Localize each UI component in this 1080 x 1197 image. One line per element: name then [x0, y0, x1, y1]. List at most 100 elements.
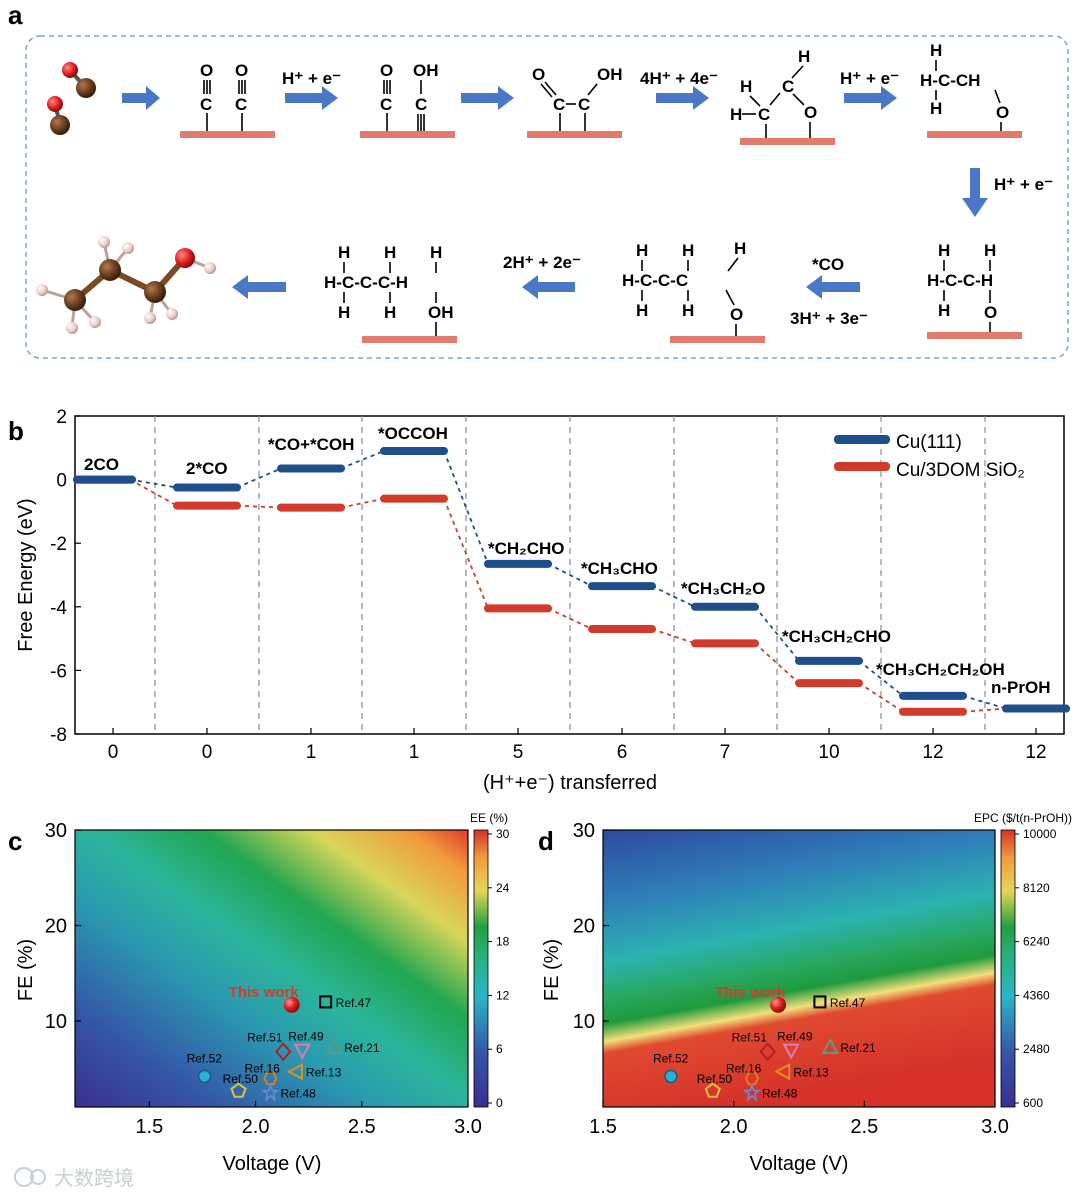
colorbar-label-2-3: 4360 — [1023, 988, 1050, 1002]
species-label-9: n-PrOH — [991, 678, 1051, 697]
svg-text:O: O — [235, 61, 248, 80]
energy-diagram: 2 0 -2 -4 -6 -8 0 0 1 1 5 6 7 10 12 12 2CO 2*CO *CO+*COH… — [15, 407, 1070, 794]
step-label-5b: 3H⁺ + 3e⁻ — [790, 309, 868, 328]
point-label-2-5: Ref.52 — [653, 1051, 689, 1065]
svg-text:H-C-C-C: H-C-C-C — [622, 271, 688, 290]
point-label-1-4: Ref.21 — [344, 1041, 380, 1055]
colorbar-label-1-3: 12 — [496, 988, 510, 1002]
svg-text:O: O — [996, 103, 1009, 122]
point-label-2-3: Ref.49 — [777, 1030, 813, 1044]
epc-heatmap-frame — [602, 829, 996, 1108]
species-label-6: *CH₃CH₂O — [681, 579, 765, 598]
colorbar-label-1-5: 0 — [496, 1096, 503, 1110]
svg-text:O: O — [532, 65, 545, 84]
xtick-label-2-0: 1.5 — [589, 1116, 617, 1138]
marker-2-ref-51 — [759, 1042, 776, 1062]
epc-heatmap: 1.5 2.0 2.5 3.0 30 20 10 This work Ref.47 Ref.51… — [541, 811, 1072, 1175]
energy-ytick-label-1: 0 — [56, 471, 67, 492]
colorbar-label-2-5: 600 — [1023, 1096, 1043, 1110]
marker-2-ref-21 — [821, 1037, 840, 1054]
intermediate-ch2cho: H H C H C O — [730, 47, 817, 138]
svg-text:C: C — [415, 95, 427, 114]
scheme-arrows — [122, 86, 988, 299]
legend-label-cu3dom: Cu/3DOM SiO₂ — [896, 460, 1025, 481]
marker-2-ref-13 — [774, 1062, 791, 1081]
svg-text:H: H — [938, 301, 950, 320]
svg-text:H: H — [938, 241, 950, 260]
point-label-2-2: Ref.51 — [732, 1031, 768, 1045]
svg-text:H: H — [740, 77, 752, 96]
n-propanol-model — [36, 236, 216, 334]
point-label-2-6: Ref.16 — [726, 1061, 762, 1075]
colorbar-label-2-1: 8120 — [1023, 881, 1050, 895]
step-label-1: H⁺ + e⁻ — [282, 69, 341, 88]
species-label-0: 2CO — [84, 455, 119, 474]
marker-2-this-work — [770, 996, 787, 1013]
energy-connector-0-7 — [858, 660, 904, 697]
svg-text:H: H — [636, 241, 648, 260]
energy-connector-0-4 — [547, 563, 593, 587]
marker-1-ref-50 — [230, 1082, 247, 1098]
energy-connector-1-6 — [754, 642, 800, 684]
species-label-1: 2*CO — [186, 459, 228, 478]
point-label-1-2: Ref.51 — [247, 1031, 283, 1045]
svg-text:OH: OH — [428, 303, 454, 322]
intermediate-ch2cho-bound: H H-C-CH H O — [920, 41, 1009, 131]
marker-2-ref-49 — [782, 1043, 800, 1060]
ytick-label-2-2: 10 — [573, 1011, 595, 1033]
ytick-label-1-1: 20 — [45, 916, 67, 938]
svg-text:H-C-CH: H-C-CH — [920, 71, 980, 90]
energy-xtick-label-8: 12 — [922, 742, 943, 763]
energy-y-axis-label: Free Energy (eV) — [15, 498, 37, 651]
svg-text:H: H — [384, 303, 396, 322]
marker-1-ref-48 — [261, 1083, 280, 1103]
energy-xtick-label-9: 12 — [1025, 742, 1046, 763]
energy-xtick-label-7: 10 — [818, 742, 839, 763]
watermark: 大数跨境 — [14, 1167, 134, 1190]
ee-x-axis-label: Voltage (V) — [223, 1153, 322, 1175]
colorbar-label-1-4: 6 — [496, 1042, 503, 1056]
watermark-logo-icon — [14, 1167, 34, 1187]
energy-ytick-label-3: -4 — [50, 598, 67, 619]
epc-heatmap-field — [603, 830, 995, 1107]
energy-ytick-label-5: -8 — [50, 725, 67, 746]
svg-text:H: H — [430, 243, 442, 262]
marker-2-ref-52 — [664, 1069, 678, 1084]
svg-text:OH: OH — [597, 65, 623, 84]
svg-text:C: C — [578, 95, 590, 114]
energy-connector-1-8 — [962, 707, 1007, 713]
marker-1-this-work — [283, 996, 300, 1013]
xtick-label-1-3: 3.0 — [454, 1116, 482, 1138]
legend-label-cu111: Cu(111) — [896, 432, 962, 453]
xtick-label-1-2: 2.5 — [348, 1116, 376, 1138]
svg-text:H: H — [682, 301, 694, 320]
svg-text:H: H — [730, 105, 742, 124]
energy-connector-1-3 — [443, 498, 489, 609]
panel-label-b: b — [8, 416, 24, 446]
svg-text:H: H — [734, 239, 746, 258]
svg-text:H: H — [384, 243, 396, 262]
svg-text:H-C-C-H: H-C-C-H — [927, 271, 993, 290]
point-label-1-5: Ref.52 — [187, 1051, 223, 1065]
svg-text:H: H — [798, 47, 810, 66]
epc-y-axis-label: FE (%) — [541, 939, 563, 1001]
ytick-label-2-0: 30 — [573, 820, 595, 842]
ee-y-axis-label: FE (%) — [15, 939, 37, 1001]
energy-connector-0-6 — [754, 606, 800, 662]
svg-text:OH: OH — [413, 61, 439, 80]
xtick-label-2-2: 2.5 — [850, 1116, 878, 1138]
energy-connector-1-0 — [129, 478, 178, 507]
energy-xtick-label-0: 0 — [108, 742, 119, 763]
energy-xtick-label-4: 5 — [513, 742, 524, 763]
legend-swatch-cu3dom — [834, 462, 890, 471]
energy-xtick-label-5: 6 — [617, 742, 628, 763]
svg-text:O: O — [200, 61, 213, 80]
step-label-4: H⁺ + e⁻ — [994, 175, 1053, 194]
svg-text:C: C — [758, 105, 770, 124]
svg-text:C: C — [200, 95, 212, 114]
point-label-1-3: Ref.49 — [288, 1030, 324, 1044]
svg-text:H-C-C-C-H: H-C-C-C-H — [324, 273, 408, 292]
step-label-3: H⁺ + e⁻ — [840, 69, 899, 88]
svg-text:H: H — [930, 41, 942, 60]
ee-heatmap-field — [75, 830, 468, 1107]
